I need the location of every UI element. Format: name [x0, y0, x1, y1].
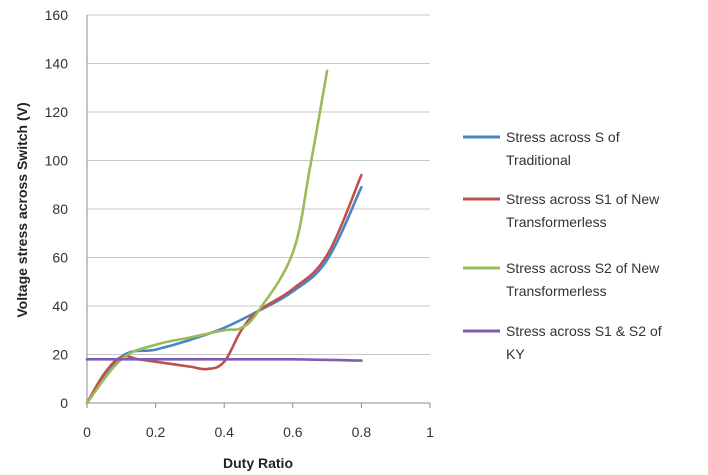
legend-label: Stress across S of — [506, 129, 620, 145]
series-lines — [85, 69, 363, 405]
y-tick-label: 40 — [52, 298, 68, 314]
y-tick-label: 140 — [45, 56, 69, 72]
y-tick-label: 20 — [52, 347, 68, 363]
legend: Stress across S of Traditional Stress acro… — [463, 129, 662, 362]
y-tick-label: 80 — [52, 201, 68, 217]
legend-label: Stress across S1 of New — [506, 191, 660, 207]
legend-label: Transformerless — [506, 214, 607, 230]
legend-label: Stress across S1 & S2 of — [506, 323, 662, 339]
x-tick-label: 0.2 — [146, 424, 166, 440]
y-tick-label: 100 — [45, 153, 69, 169]
series-line-2 — [85, 173, 363, 405]
y-tick-label: 60 — [52, 250, 68, 266]
y-tick-labels: 0 20 40 60 80 100 120 140 160 — [45, 7, 69, 411]
series-line-4 — [85, 357, 363, 362]
series-line-1 — [85, 185, 363, 405]
y-tick-label: 160 — [45, 7, 69, 23]
x-tick-label: 0 — [83, 424, 91, 440]
x-tick-label: 0.8 — [352, 424, 372, 440]
x-tick-label: 0.6 — [283, 424, 303, 440]
legend-label: Stress across S2 of New — [506, 260, 660, 276]
y-tick-label: 0 — [60, 395, 68, 411]
y-tick-label: 120 — [45, 104, 69, 120]
x-tick-labels: 0 0.2 0.4 0.6 0.8 1 — [83, 424, 434, 440]
legend-label: Traditional — [506, 152, 571, 168]
legend-label: Transformerless — [506, 283, 607, 299]
x-tick-label: 0.4 — [214, 424, 234, 440]
axes — [86, 15, 431, 408]
gridlines — [87, 14, 430, 355]
legend-label: KY — [506, 346, 525, 362]
y-axis-title: Voltage stress across Switch (V) — [14, 102, 30, 317]
x-tick-label: 1 — [426, 424, 434, 440]
series-line-3 — [85, 69, 329, 405]
x-axis-title: Duty Ratio — [223, 455, 293, 471]
